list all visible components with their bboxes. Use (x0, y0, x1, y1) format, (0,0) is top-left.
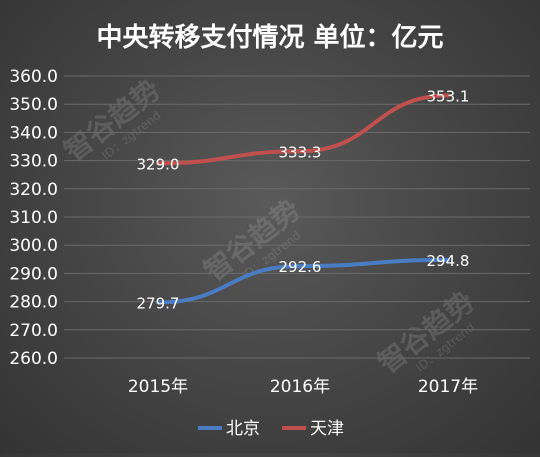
x-tick-label: 2016年 (270, 377, 330, 397)
x-axis: 2015年 2016年 2017年 (128, 377, 478, 397)
y-tick-label: 320.0 (9, 180, 58, 200)
legend-label: 天津 (310, 419, 344, 439)
y-tick-label: 360.0 (9, 67, 58, 87)
data-label: 279.7 (137, 294, 180, 312)
y-tick-label: 260.0 (9, 349, 58, 369)
data-labels: 279.7 292.6 294.8 329.0 333.3 353.1 (137, 87, 470, 312)
data-label: 329.0 (137, 155, 180, 173)
legend-item: 天津 (282, 419, 344, 439)
legend-item: 北京 (198, 419, 260, 439)
y-tick-label: 350.0 (9, 95, 58, 115)
y-axis: 360.0 350.0 340.0 330.0 320.0 310.0 300.0 290.0… (9, 67, 58, 369)
watermark-group: 智谷趋势ID：zgtrend智谷趋势ID：zgtrend智谷趋势ID：zgtre… (58, 73, 489, 391)
x-tick-label: 2015年 (128, 377, 188, 397)
data-label: 333.3 (279, 143, 322, 161)
legend: 北京 天津 (198, 419, 344, 439)
chart-title: 中央转移支付情况 单位：亿元 (96, 22, 443, 53)
y-tick-label: 310.0 (9, 208, 58, 228)
y-tick-label: 330.0 (9, 152, 58, 172)
legend-label: 北京 (226, 419, 260, 439)
y-tick-label: 300.0 (9, 236, 58, 256)
data-label: 294.8 (427, 252, 470, 270)
y-tick-label: 280.0 (9, 293, 58, 313)
y-tick-label: 340.0 (9, 123, 58, 143)
data-label: 292.6 (279, 258, 322, 276)
y-tick-label: 290.0 (9, 264, 58, 284)
y-tick-label: 270.0 (9, 321, 58, 341)
data-label: 353.1 (427, 87, 470, 105)
x-tick-label: 2017年 (418, 377, 478, 397)
